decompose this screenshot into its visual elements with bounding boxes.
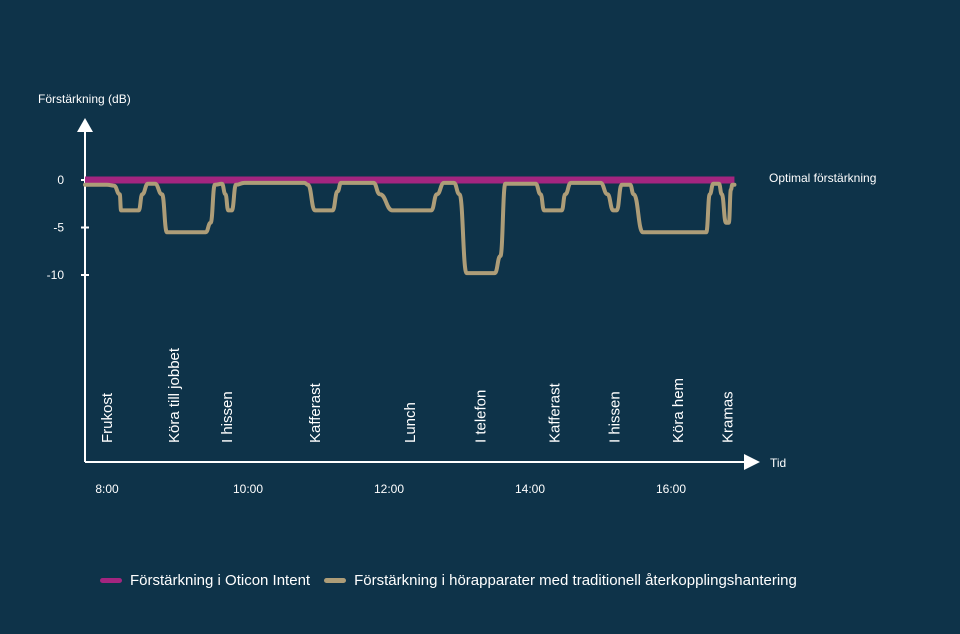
activity-label: Köra hem [670,378,687,443]
x-tick-label: 10:00 [233,482,263,496]
legend-swatch-traditional [324,578,347,583]
legend-label-intent: Förstärkning i Oticon Intent [130,572,311,589]
y-axis-arrow [77,118,93,132]
y-tick-label: -10 [47,268,65,282]
x-tick-label: 12:00 [374,482,404,496]
activity-label: Kramas [719,391,736,443]
legend-item-intent: Förstärkning i Oticon Intent [100,572,310,589]
activity-label: I hissen [607,391,624,443]
activities: Frukost Köra till jobbet I hissen Kafferast… [99,347,736,443]
x-axis-label: Tid [770,456,786,470]
y-tick-label: 0 [57,173,64,187]
activity-label: Lunch [402,402,419,443]
activity-label: Kafferast [547,382,564,443]
x-tick-label: 14:00 [515,482,545,496]
activity-label: I hissen [219,391,236,443]
series: Optimal förstärkning [83,171,876,276]
activity-label: Frukost [99,392,116,443]
y-tick-label: -5 [53,221,64,235]
legend: Förstärkning i Oticon Intent Förstärknin… [100,572,797,589]
y-axis-label: Förstärkning (dB) [38,92,131,106]
legend-item-traditional: Förstärkning i hörapparater med traditio… [324,572,797,589]
activity-label: I telefon [473,390,490,443]
optimal-gain-annotation: Optimal förstärkning [769,171,876,185]
activity-label: Köra till jobbet [166,347,183,443]
ticks: 0 -5 -10 8:00 10:00 12:00 14:00 16:00 [47,173,687,496]
activity-label: Kafferast [307,382,324,443]
x-axis-arrow [744,454,760,470]
series-line-traditional [83,180,737,276]
x-tick-label: 16:00 [656,482,686,496]
x-tick-label: 8:00 [95,482,119,496]
legend-label-traditional: Förstärkning i hörapparater med traditio… [354,572,797,589]
legend-swatch-intent [100,578,122,583]
